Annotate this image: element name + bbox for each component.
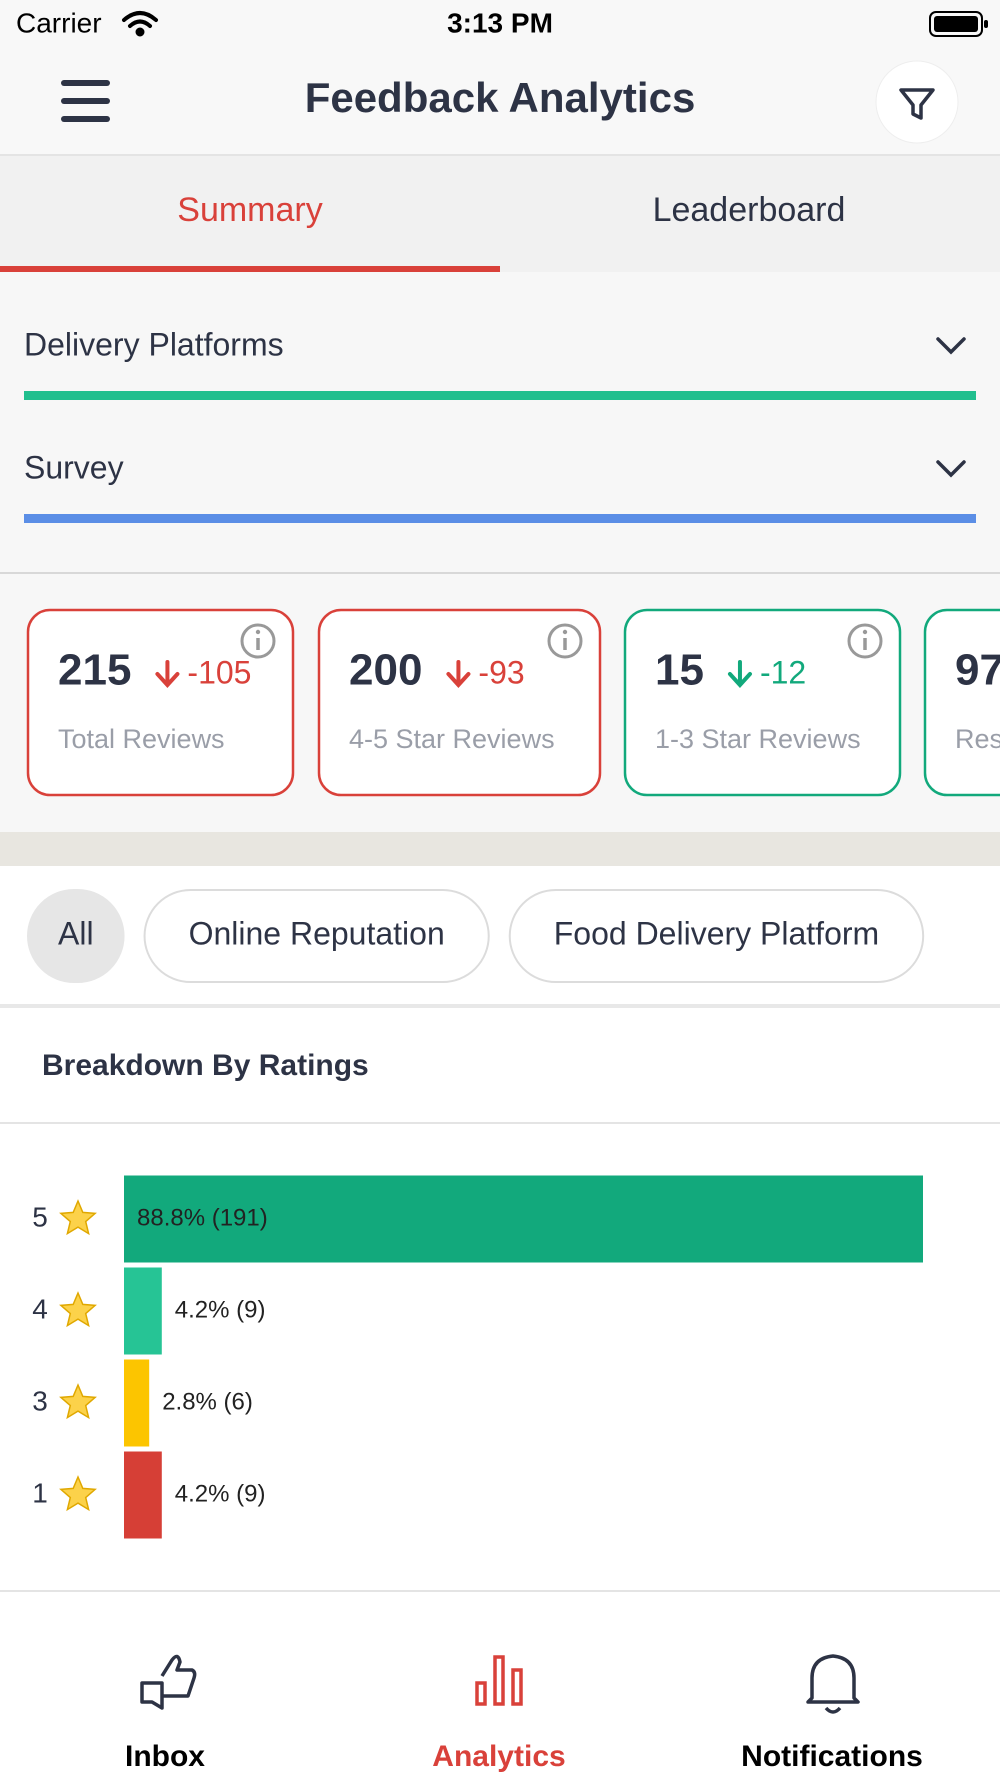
rating-label: 1 <box>32 1477 48 1508</box>
filter-button[interactable] <box>875 60 959 144</box>
filters-bg <box>0 272 1000 572</box>
star-icon <box>59 1291 97 1328</box>
bar-value-label: 88.8% (191) <box>137 1204 268 1231</box>
info-icon-dot <box>562 629 568 635</box>
info-icon[interactable] <box>847 623 883 659</box>
inbox-icon[interactable] <box>140 1654 197 1710</box>
star-icon <box>59 1199 97 1236</box>
bar <box>124 1175 923 1263</box>
filter-label[interactable]: Survey <box>24 449 124 485</box>
stat-label: Res <box>955 724 1000 754</box>
stat-change: -12 <box>760 654 806 690</box>
filter-underline <box>24 514 976 523</box>
nav-analytics[interactable]: Analytics <box>432 1740 565 1773</box>
stat-card[interactable] <box>317 608 602 797</box>
bar <box>124 1267 162 1355</box>
stat-label: Total Reviews <box>58 724 225 754</box>
active-tab-indicator <box>0 266 500 272</box>
chip-label[interactable]: Online Reputation <box>189 915 445 951</box>
rating-label: 5 <box>32 1201 48 1232</box>
stat-change: -105 <box>187 654 251 690</box>
trend-arrow <box>727 660 752 688</box>
bar <box>124 1359 150 1447</box>
info-icon-dot <box>862 629 868 635</box>
tab-summary[interactable]: Summary <box>177 191 322 229</box>
analytics-icon[interactable] <box>475 1655 523 1706</box>
nav-notifications[interactable]: Notifications <box>741 1740 923 1773</box>
stat-label: 1-3 Star Reviews <box>655 724 861 754</box>
info-icon[interactable] <box>240 623 276 659</box>
stat-value: 200 <box>349 646 422 695</box>
bar-value-label: 4.2% (9) <box>175 1480 266 1507</box>
chip-label[interactable]: All <box>58 915 94 951</box>
chevron[interactable] <box>936 460 966 478</box>
tab-leaderboard[interactable]: Leaderboard <box>653 191 846 229</box>
page-title: Feedback Analytics <box>305 74 696 121</box>
stat-card[interactable] <box>26 608 295 797</box>
stat-value: 15 <box>655 646 704 695</box>
nav-inbox[interactable]: Inbox <box>125 1740 205 1773</box>
section-title: Breakdown By Ratings <box>42 1049 369 1082</box>
filter-label[interactable]: Delivery Platforms <box>24 326 284 362</box>
stat-value: 215 <box>58 646 131 695</box>
bell-icon[interactable] <box>806 1654 860 1714</box>
star-icon <box>59 1475 97 1512</box>
stat-label: 4-5 Star Reviews <box>349 724 555 754</box>
trend-arrow <box>155 660 180 688</box>
chip[interactable] <box>27 889 125 983</box>
tabs-bg <box>0 156 1000 272</box>
rating-label: 3 <box>32 1385 48 1416</box>
stat-card[interactable] <box>923 608 1000 797</box>
battery-icon <box>929 11 988 37</box>
stat-card[interactable] <box>623 608 902 797</box>
star-icon <box>59 1383 97 1420</box>
info-icon-dot <box>255 629 261 635</box>
menu-button[interactable] <box>61 80 110 122</box>
section-gap <box>0 832 1000 866</box>
wifi-icon <box>122 11 158 37</box>
stat-change: -93 <box>478 654 524 690</box>
trend-arrow <box>446 660 471 688</box>
chip-label[interactable]: Food Delivery Platform <box>554 915 879 951</box>
chevron[interactable] <box>936 337 966 355</box>
top-bar-bg <box>0 0 1000 155</box>
chip[interactable] <box>508 889 925 983</box>
carrier: Carrier <box>16 7 102 38</box>
info-icon[interactable] <box>547 623 583 659</box>
bar-value-label: 4.2% (9) <box>175 1296 266 1323</box>
bar <box>124 1451 162 1539</box>
rating-label: 4 <box>32 1293 48 1324</box>
stat-value: 97 <box>955 646 1000 695</box>
chip[interactable] <box>143 889 490 983</box>
clock: 3:13 PM <box>447 7 553 38</box>
bar-value-label: 2.8% (6) <box>162 1388 253 1415</box>
filter-underline <box>24 391 976 400</box>
